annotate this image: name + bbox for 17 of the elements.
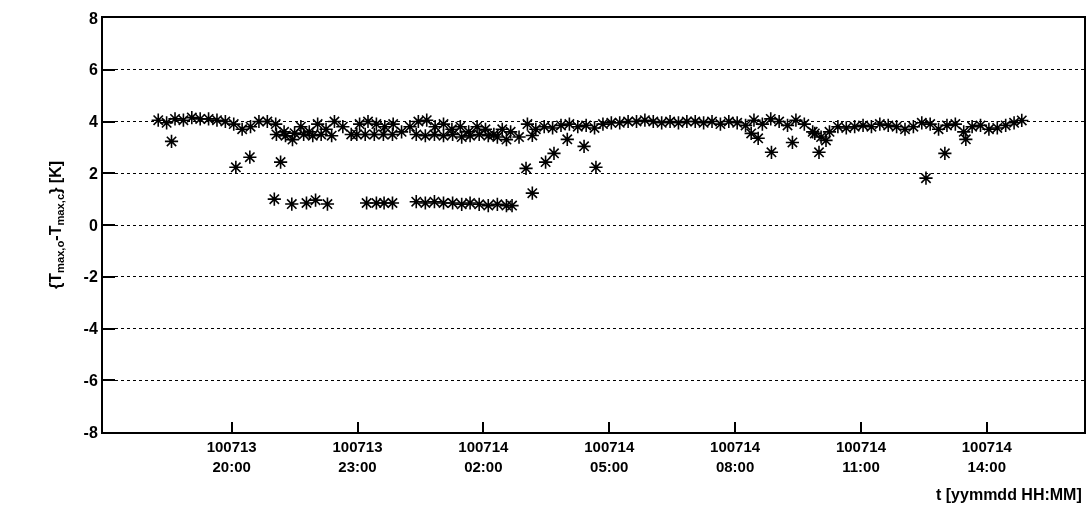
y-tick-label: 0	[88, 216, 98, 234]
y-tick-label: 6	[88, 61, 98, 79]
x-tick-label: 100713 20:00	[206, 438, 257, 475]
y-tick-label: -8	[83, 423, 98, 441]
x-tick-label: 100713 23:00	[332, 438, 383, 475]
y-tick-label: 2	[88, 164, 98, 182]
y-tick-label: -6	[83, 371, 98, 389]
y-tick-label: 8	[88, 9, 98, 27]
x-axis-title: t [yymmdd HH:MM]	[936, 486, 1082, 503]
x-tick-label: 100714 02:00	[458, 438, 510, 475]
x-tick-label: 100714 05:00	[584, 438, 635, 475]
x-tick-label: 100714 11:00	[835, 438, 887, 475]
x-tick-label: 100714 08:00	[710, 438, 761, 475]
y-tick-label: 4	[88, 113, 98, 131]
y-tick-label: -4	[83, 320, 98, 338]
x-tick-label: 100714 14:00	[961, 438, 1013, 475]
y-tick-label: -2	[83, 268, 98, 286]
